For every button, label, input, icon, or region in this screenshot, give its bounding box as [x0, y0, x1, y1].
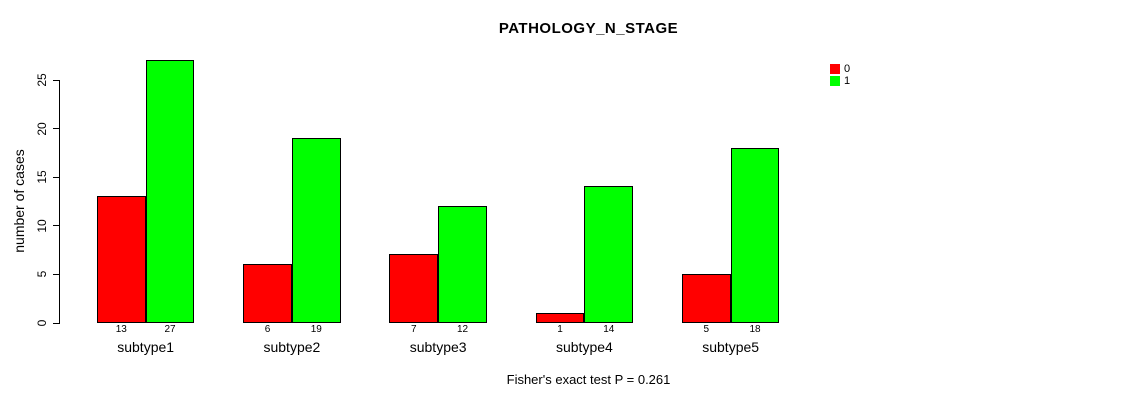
bar-subtype5-group0	[681, 273, 731, 324]
bar-subtype3-group1	[438, 205, 487, 324]
y-tick-label: 20	[35, 121, 49, 136]
y-tick-mark	[53, 225, 59, 227]
bar-subtype4-group1	[584, 186, 634, 324]
legend-swatch-0	[830, 64, 840, 74]
category-label-subtype5: subtype5	[702, 339, 760, 355]
bar-value-label: 5	[703, 324, 710, 335]
category-label-subtype4: subtype4	[555, 339, 613, 355]
bar-subtype5-group1	[730, 147, 780, 324]
y-tick-label: 5	[35, 271, 49, 278]
category-label-subtype2: subtype2	[263, 339, 321, 355]
y-tick-mark	[53, 79, 59, 81]
bar-value-label: 19	[310, 324, 322, 335]
category-label-subtype1: subtype1	[117, 339, 175, 355]
y-tick-label: 25	[35, 73, 49, 87]
y-tick-mark	[53, 128, 59, 130]
bar-value-label: 6	[264, 324, 271, 335]
y-axis-line	[59, 79, 60, 324]
y-axis-label: number of cases	[11, 149, 27, 253]
bar-value-label: 7	[410, 324, 417, 335]
bar-value-label: 14	[603, 324, 615, 335]
bar-subtype3-group0	[389, 254, 439, 324]
y-tick-label: 15	[35, 170, 49, 184]
bar-subtype2-group1	[291, 137, 341, 324]
fisher-test-annotation: Fisher's exact test P = 0.261	[506, 372, 671, 387]
y-tick-mark	[53, 273, 59, 275]
bar-subtype4-group0	[535, 312, 585, 324]
bar-subtype1-group0	[96, 196, 146, 324]
bar-subtype1-group1	[145, 60, 195, 324]
bar-value-label: 1	[557, 324, 563, 335]
y-tick-label: 10	[35, 219, 49, 233]
bar-value-label: 12	[456, 324, 469, 335]
legend-label-0: 0	[844, 63, 851, 75]
bar-value-label: 18	[749, 324, 761, 335]
bar-value-label: 13	[115, 324, 127, 335]
bar-subtype2-group0	[243, 264, 292, 324]
y-tick-mark	[53, 176, 59, 178]
y-tick-mark	[53, 322, 59, 324]
y-tick-label: 0	[35, 319, 49, 327]
legend-swatch-1	[830, 76, 840, 86]
chart-title: PATHOLOGY_N_STAGE	[498, 20, 679, 37]
legend-label-1: 1	[844, 75, 851, 87]
category-label-subtype3: subtype3	[409, 339, 467, 355]
bar-value-label: 27	[164, 324, 176, 335]
